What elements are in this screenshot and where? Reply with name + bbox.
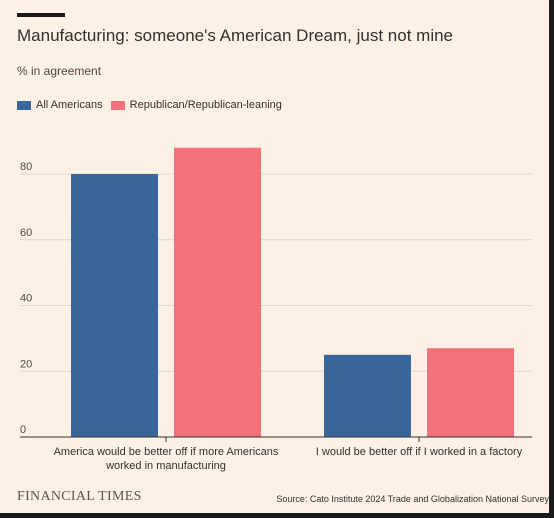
y-tick-label-20: 20 [20,358,32,370]
category-label-0-line-1: worked in manufacturing [105,460,226,472]
bar-republican-1 [427,348,514,437]
y-tick-label-40: 40 [20,293,32,305]
chart-subtitle: % in agreement [17,64,102,78]
legend-label-all-americans: All Americans [36,99,103,111]
legend-swatch-republican [110,100,125,110]
chart-title: Manufacturing: someone's American Dream,… [17,26,453,45]
y-tick-label-0: 0 [20,424,26,436]
legend-item-republican: Republican/Republican-leaning [110,99,282,111]
source-note: Source: Cato Institute 2024 Trade and Gl… [276,494,549,504]
bar-all-americans-0 [71,174,158,437]
financial-times-logo: FINANCIAL TIMES [17,489,142,504]
legend-swatch-all-americans [17,100,31,110]
legend-item-all-americans: All Americans [17,99,103,111]
legend: All Americans Republican/Republican-lean… [17,99,290,111]
bar-all-americans-1 [324,354,411,437]
y-tick-label-60: 60 [20,227,32,239]
category-label-1-line-0: I would be better off if I worked in a f… [316,446,523,458]
legend-label-republican: Republican/Republican-leaning [129,99,282,111]
bar-republican-0 [174,147,261,437]
ft-accent-bar [17,13,65,17]
y-tick-label-80: 80 [20,161,32,173]
category-label-0-line-0: America would be better off if more Amer… [54,446,279,458]
